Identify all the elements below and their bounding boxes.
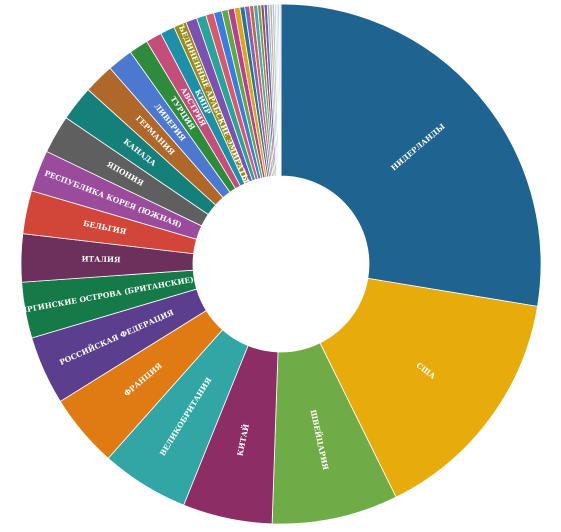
slice-39[interactable] xyxy=(278,3,282,177)
slices-layer xyxy=(20,3,542,525)
slice-1[interactable] xyxy=(319,277,538,498)
slice-0[interactable] xyxy=(280,3,542,307)
slice-label-8: ИТАЛИЯ xyxy=(81,254,121,264)
